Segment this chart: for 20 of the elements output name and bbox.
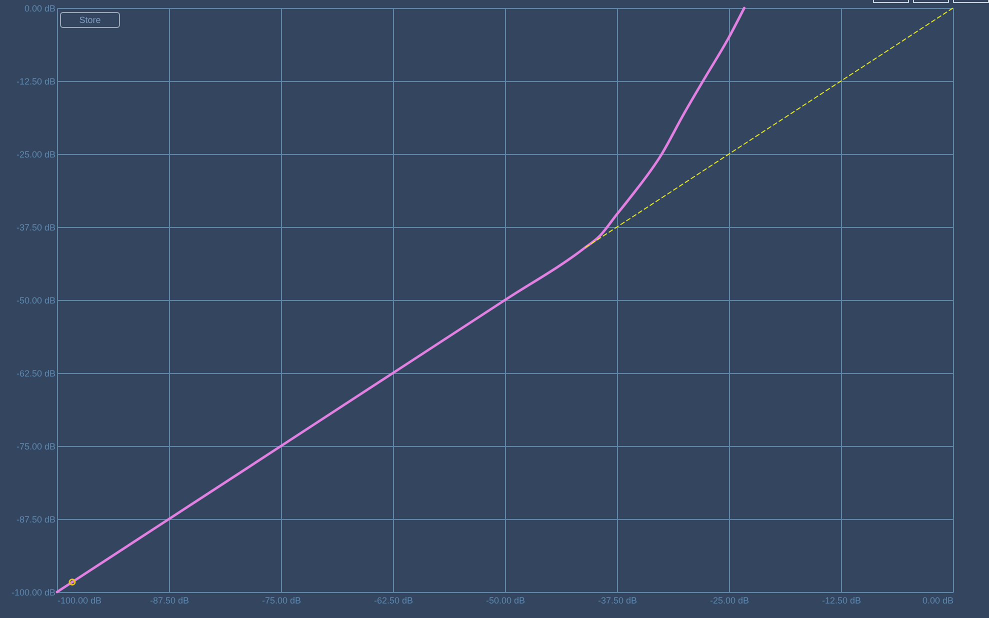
x-tick-label: -37.50 dB <box>598 596 638 606</box>
x-tick-label: -62.50 dB <box>374 596 414 606</box>
x-tick-label: -25.00 dB <box>710 596 750 606</box>
y-tick-label: -50.00 dB <box>16 296 56 306</box>
x-tick-label: -75.00 dB <box>262 596 302 606</box>
y-tick-label: -12.50 dB <box>16 76 56 86</box>
line-series <box>56 6 746 594</box>
x-tick-label: -12.50 dB <box>822 596 862 606</box>
x-tick-label: -87.50 dB <box>150 596 190 606</box>
y-tick-label: -62.50 dB <box>16 368 56 378</box>
x-tick-label: -50.00 dB <box>486 596 526 606</box>
y-tick-label: -100.00 dB <box>11 588 56 598</box>
x-tick-label: 0.00 dB <box>922 596 954 606</box>
y-tick-label: -87.50 dB <box>16 514 56 524</box>
x-tick-label: -100.00 dB <box>58 596 102 606</box>
y-tick-label: -25.00 dB <box>16 150 56 160</box>
y-tick-label: 0.00 dB <box>24 4 56 14</box>
store-button: Store <box>60 12 120 28</box>
y-tick-label: -75.00 dB <box>16 442 56 452</box>
y-tick-label: -37.50 dB <box>16 222 56 232</box>
